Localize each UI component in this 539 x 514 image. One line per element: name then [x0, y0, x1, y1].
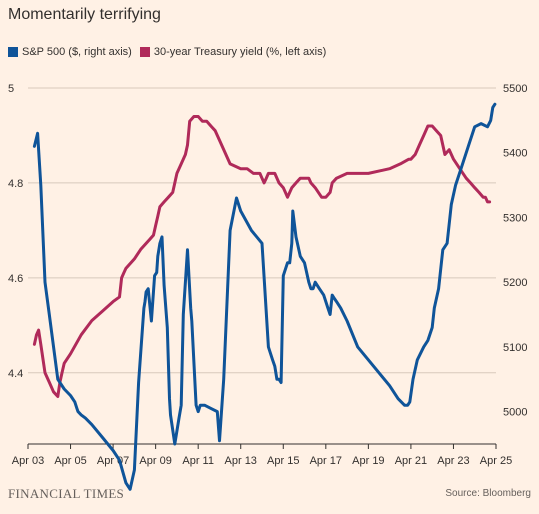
left-tick-label: 4.6 [8, 273, 23, 285]
legend-swatch-treasury [139, 47, 150, 57]
right-tick-label: 5000 [503, 407, 527, 419]
legend-item-treasury: 30-year Treasury yield (%, left axis) [139, 46, 327, 58]
x-tick-label: Apr 09 [139, 455, 171, 467]
x-tick-label: Apr 11 [182, 455, 214, 467]
right-tick-label: 5400 [503, 148, 527, 160]
chart-title: Momentarily terrifying [8, 6, 161, 23]
legend: S&P 500 ($, right axis) 30-year Treasury… [8, 46, 334, 58]
right-tick-label: 5300 [503, 212, 527, 224]
legend-item-sp500: S&P 500 ($, right axis) [8, 46, 132, 58]
x-tick-label: Apr 23 [437, 455, 469, 467]
right-tick-label: 5500 [503, 83, 527, 95]
right-tick-label: 5200 [503, 277, 527, 289]
x-tick-label: Apr 07 [97, 455, 129, 467]
x-tick-label: Apr 17 [310, 455, 342, 467]
legend-label-sp500: S&P 500 ($, right axis) [22, 46, 132, 58]
x-tick-label: Apr 13 [225, 455, 257, 467]
treasury-line [32, 115, 492, 398]
legend-swatch-sp500 [8, 47, 18, 57]
x-tick-label: Apr 15 [267, 455, 299, 467]
left-tick-label: 4.4 [8, 368, 23, 380]
left-tick-label: 4.8 [8, 178, 23, 190]
x-tick-label: Apr 05 [54, 455, 86, 467]
x-tick-label: Apr 21 [395, 455, 427, 467]
sp500-line [32, 102, 497, 491]
left-tick-label: 5 [8, 83, 14, 95]
x-tick-label: Apr 03 [12, 455, 44, 467]
legend-label-treasury: 30-year Treasury yield (%, left axis) [153, 46, 327, 58]
x-tick-label: Apr 25 [480, 455, 512, 467]
source-note: Source: Bloomberg [445, 488, 531, 499]
right-tick-label: 5100 [503, 342, 527, 354]
ft-logo: FINANCIAL TIMES [8, 486, 125, 501]
x-tick-label: Apr 19 [352, 455, 384, 467]
